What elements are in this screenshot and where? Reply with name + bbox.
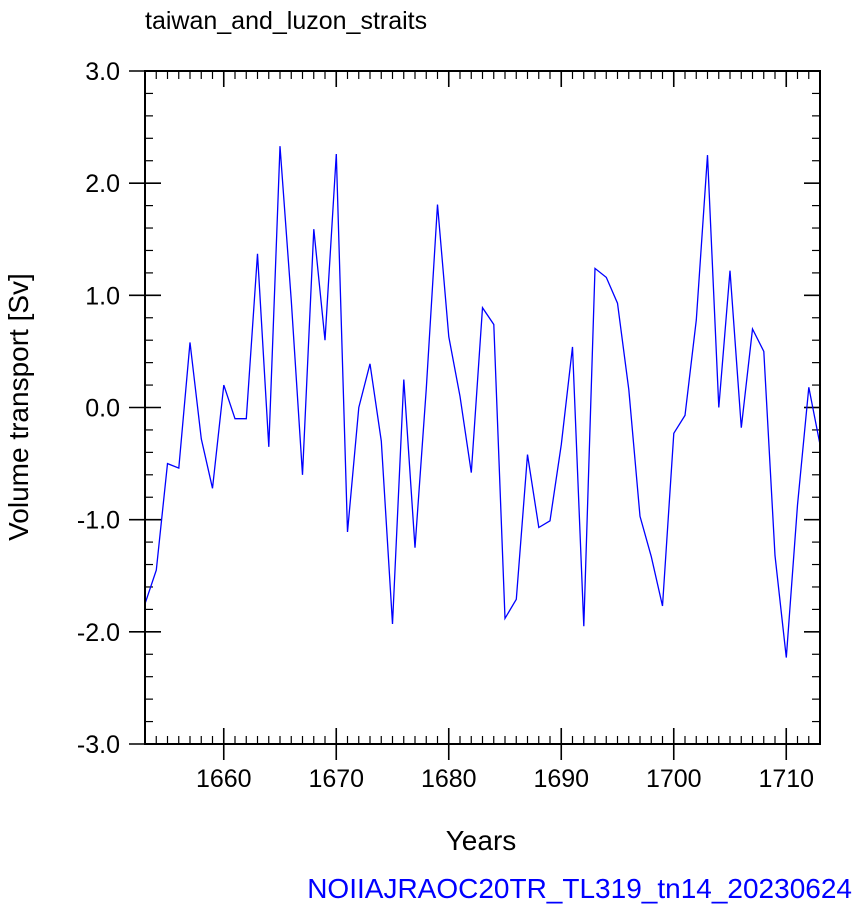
axis-ticks (129, 70, 821, 760)
x-tick-label: 1690 (533, 765, 589, 793)
tick-labels: 1660 1670 1680 1690 1700 1710 -3.0 -2.0 -1.0 0.0 1… (77, 58, 814, 793)
x-tick-label: 1660 (196, 765, 252, 793)
y-tick-label: 1.0 (85, 282, 120, 310)
y-tick-label: 3.0 (85, 58, 120, 86)
y-tick-label: -2.0 (77, 619, 120, 647)
plot-frame (144, 70, 821, 745)
chart-title: taiwan_and_luzon_straits (145, 7, 427, 35)
y-axis-title: Volume transport [Sv] (3, 273, 34, 541)
x-tick-label: 1670 (308, 765, 364, 793)
y-tick-label: -1.0 (77, 507, 120, 535)
y-tick-label: 2.0 (85, 170, 120, 198)
footer-label: NOIIAJRAOC20TR_TL319_tn14_20230624 (307, 873, 852, 904)
series-line (144, 146, 821, 658)
y-tick-label: -3.0 (77, 731, 120, 759)
x-tick-label: 1680 (421, 765, 477, 793)
x-tick-label: 1700 (646, 765, 702, 793)
y-tick-label: 0.0 (85, 395, 120, 423)
x-axis-title: Years (446, 825, 517, 856)
x-tick-label: 1710 (758, 765, 814, 793)
